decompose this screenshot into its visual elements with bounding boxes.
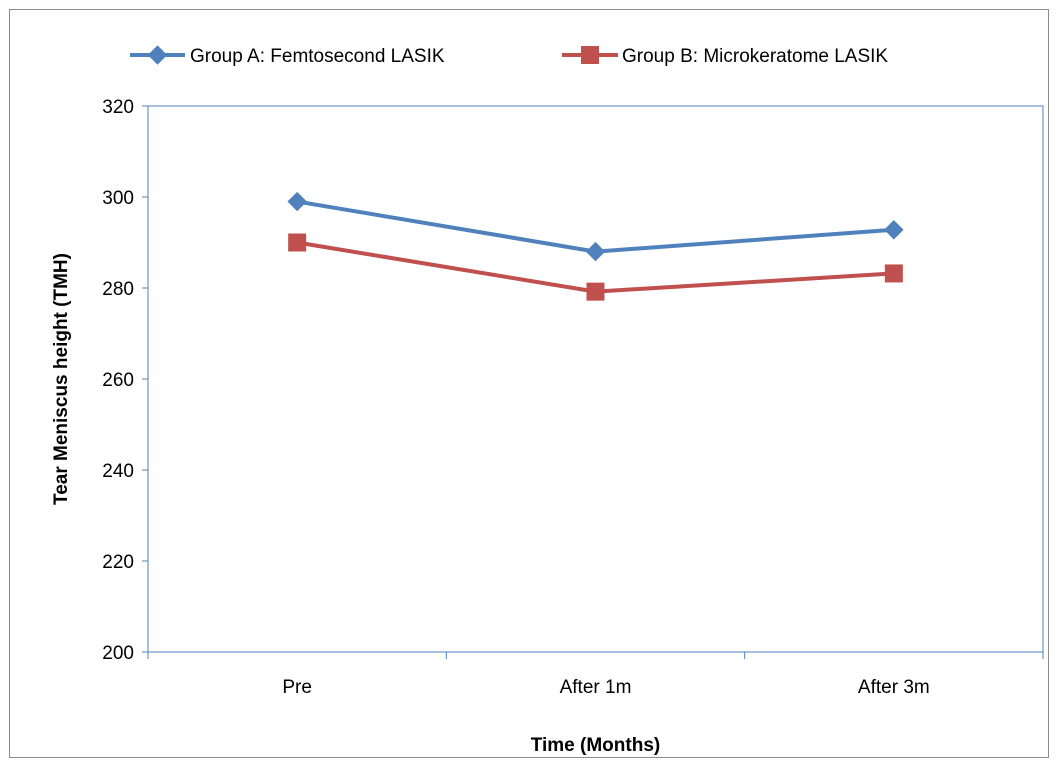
series-group-b: [288, 233, 903, 301]
legend-label: Group A: Femtosecond LASIK: [190, 46, 445, 67]
data-point: [288, 233, 307, 252]
y-tick-label: 200: [102, 643, 134, 664]
data-point: [287, 191, 307, 212]
y-tick-label: 220: [102, 552, 134, 573]
y-tick-label: 260: [102, 370, 134, 391]
y-axis-title: Tear Meniscus height (TMH): [51, 253, 72, 505]
legend: Group A: Femtosecond LASIK Group B: Micro…: [130, 45, 888, 67]
series-layer: [287, 191, 904, 301]
y-tick-label: 300: [102, 188, 134, 209]
y-tick-label: 280: [102, 279, 134, 300]
data-point: [586, 282, 605, 301]
x-tick-label: After 1m: [560, 677, 632, 698]
legend-marker: [147, 45, 168, 65]
y-tick-label: 320: [102, 97, 134, 118]
y-tick-label: 240: [102, 461, 134, 482]
data-point: [884, 220, 904, 240]
x-axis-title: Time (Months): [531, 735, 660, 756]
series-group-a: [287, 191, 904, 262]
x-tick-label: Pre: [282, 677, 312, 698]
data-point: [884, 264, 903, 283]
plot-area: [147, 105, 1044, 653]
x-tick-label: After 3m: [858, 677, 930, 698]
legend-entry: Group B: Microkeratome LASIK: [562, 46, 888, 67]
x-axis: Pre After 1m After 3m: [147, 652, 1044, 698]
legend-entry: Group A: Femtosecond LASIK: [130, 45, 445, 67]
legend-marker: [581, 46, 599, 64]
y-axis: 200 220 240 260 280 300 320: [102, 97, 148, 664]
chart-frame: [9, 9, 1049, 758]
legend-label: Group B: Microkeratome LASIK: [622, 46, 888, 67]
data-point: [585, 241, 606, 262]
